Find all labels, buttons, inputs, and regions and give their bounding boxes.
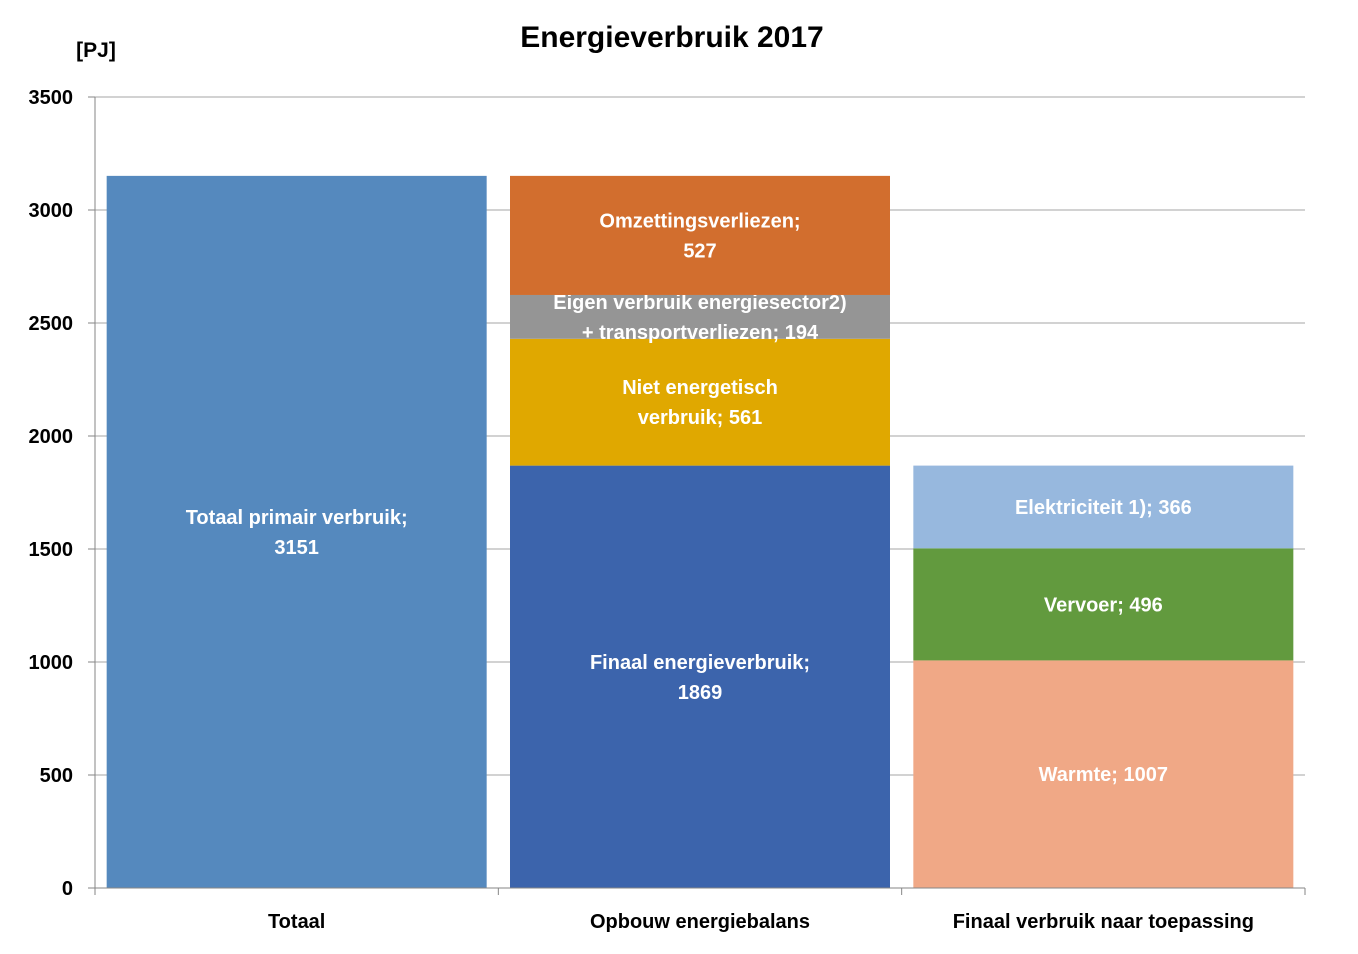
y-axis-unit: [PJ] [76, 39, 116, 62]
bar-data-label: Finaal energieverbruik; [590, 652, 810, 674]
bar-data-label: 1869 [678, 682, 723, 704]
axes: 0 500 1000 1500 2000 2500 3000 3500 Totaal Opbouw… [29, 87, 1306, 933]
y-tick-label: 0 [62, 878, 73, 900]
x-category-label: Totaal [268, 911, 325, 933]
bar-data-label: Niet energetisch [622, 377, 778, 399]
x-category-label: Finaal verbruik naar toepassing [953, 911, 1254, 933]
bar-segment [913, 465, 1294, 549]
y-tick-label: 3000 [29, 200, 74, 222]
y-tick-label: 1000 [29, 652, 74, 674]
bar-data-label: 527 [683, 240, 716, 262]
y-tick-label: 3500 [29, 87, 74, 109]
bar-segment [510, 175, 890, 295]
chart-title: Energieverbruik 2017 [520, 21, 824, 54]
x-category-label: Opbouw energiebalans [590, 911, 810, 933]
y-tick-label: 500 [40, 765, 73, 787]
y-tick-label: 2500 [29, 313, 74, 335]
bar-data-label: 3151 [274, 537, 319, 559]
bar-segment [913, 548, 1294, 661]
bar-segment [913, 660, 1294, 888]
bar-segment [510, 338, 890, 466]
bar-data-label: Elektriciteit 1); 366 [1015, 497, 1192, 519]
y-tick-label: 1500 [29, 539, 74, 561]
bar-segment [510, 465, 890, 888]
bars: Totaal primair verbruik; 3151 Finaal energ… [106, 175, 1294, 888]
bar-data-label: Eigen verbruik energiesector2) [553, 292, 846, 314]
bar-data-label: + transportverliezen; 194 [582, 322, 819, 344]
bar-data-label: Warmte; 1007 [1039, 764, 1168, 786]
y-tick-label: 2000 [29, 426, 74, 448]
bar-data-label: Omzettingsverliezen; [599, 210, 800, 232]
bar-data-label: verbruik; 561 [638, 407, 763, 429]
bar-segment [106, 175, 487, 888]
bar-data-label: Totaal primair verbruik; [186, 507, 408, 529]
bar-segment [510, 294, 890, 339]
bar-data-label: Vervoer; 496 [1044, 594, 1163, 616]
